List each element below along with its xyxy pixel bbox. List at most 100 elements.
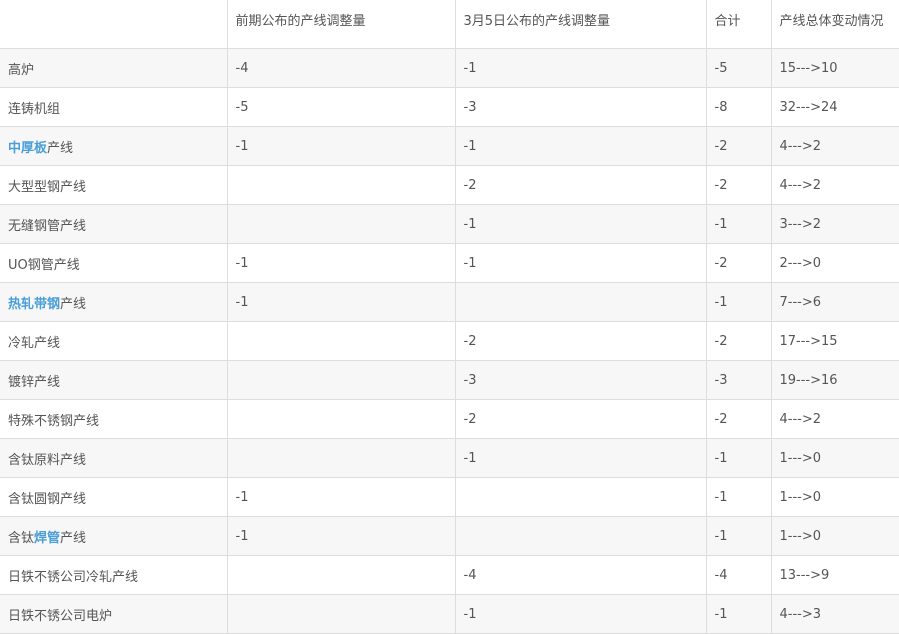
cell-earlier-adjustment: -1 xyxy=(226,126,456,166)
cell-total: -2 xyxy=(705,399,772,439)
cell-item: 热轧带钢产线 xyxy=(0,282,228,322)
cell-overall-change: 2--->0 xyxy=(770,243,899,283)
item-label: 日铁不锈公司冷轧产线 xyxy=(8,569,139,585)
cell-earlier-adjustment: -1 xyxy=(226,243,456,283)
cell-mar5-adjustment: -2 xyxy=(454,321,707,361)
cell-total: -2 xyxy=(705,165,772,205)
cell-overall-change: 4--->3 xyxy=(770,594,899,634)
cell-mar5-adjustment: -1 xyxy=(454,48,707,88)
cell-mar5-adjustment xyxy=(454,477,707,517)
cell-total: -5 xyxy=(705,48,772,88)
cell-total: -2 xyxy=(705,126,772,166)
item-label: 含钛原料产线 xyxy=(8,452,87,468)
item-link[interactable]: 中厚板 xyxy=(8,140,48,156)
cell-item: 镀锌产线 xyxy=(0,360,228,400)
cell-overall-change: 32--->24 xyxy=(770,87,899,127)
cell-total: -4 xyxy=(705,555,772,595)
table-row: 特殊不锈钢产线 -2 -2 4--->2 xyxy=(0,399,899,439)
cell-overall-change: 1--->0 xyxy=(770,438,899,478)
cell-item: 连铸机组 xyxy=(0,87,228,127)
cell-item: 含钛圆钢产线 xyxy=(0,477,228,517)
cell-total: -3 xyxy=(705,360,772,400)
cell-total: -1 xyxy=(705,516,772,556)
item-prefix: 含钛 xyxy=(8,530,35,546)
cell-total: -1 xyxy=(705,282,772,322)
cell-earlier-adjustment: -4 xyxy=(226,48,456,88)
cell-overall-change: 4--->2 xyxy=(770,399,899,439)
header-item xyxy=(0,0,228,49)
cell-earlier-adjustment xyxy=(226,555,456,595)
cell-earlier-adjustment xyxy=(226,321,456,361)
item-label: 产线 xyxy=(47,140,74,156)
cell-earlier-adjustment xyxy=(226,399,456,439)
item-label: 大型型钢产线 xyxy=(8,179,87,195)
cell-item: 高炉 xyxy=(0,48,228,88)
cell-mar5-adjustment: -2 xyxy=(454,165,707,205)
header-earlier-adjustment: 前期公布的产线调整量 xyxy=(226,0,456,49)
cell-item: 含钛原料产线 xyxy=(0,438,228,478)
cell-mar5-adjustment xyxy=(454,282,707,322)
cell-item: UO钢管产线 xyxy=(0,243,228,283)
cell-overall-change: 19--->16 xyxy=(770,360,899,400)
item-label: 含钛圆钢产线 xyxy=(8,491,87,507)
cell-earlier-adjustment xyxy=(226,594,456,634)
cell-mar5-adjustment: -1 xyxy=(454,126,707,166)
cell-item: 中厚板产线 xyxy=(0,126,228,166)
table-row: 连铸机组 -5 -3 -8 32--->24 xyxy=(0,87,899,127)
cell-earlier-adjustment xyxy=(226,165,456,205)
item-label: 产线 xyxy=(60,530,87,546)
cell-earlier-adjustment xyxy=(226,360,456,400)
cell-mar5-adjustment: -1 xyxy=(454,438,707,478)
table-row: 无缝钢管产线 -1 -1 3--->2 xyxy=(0,204,899,244)
cell-total: -1 xyxy=(705,204,772,244)
cell-item: 大型型钢产线 xyxy=(0,165,228,205)
cell-mar5-adjustment: -4 xyxy=(454,555,707,595)
cell-item: 日铁不锈公司电炉 xyxy=(0,594,228,634)
cell-item: 无缝钢管产线 xyxy=(0,204,228,244)
table-row: 日铁不锈公司电炉 -1 -1 4--->3 xyxy=(0,594,899,634)
cell-overall-change: 15--->10 xyxy=(770,48,899,88)
item-label: 无缝钢管产线 xyxy=(8,218,87,234)
item-label: 冷轧产线 xyxy=(8,335,61,351)
cell-item: 含钛焊管产线 xyxy=(0,516,228,556)
table-header-row: 前期公布的产线调整量 3月5日公布的产线调整量 合计 产线总体变动情况 xyxy=(0,0,899,49)
table-row: 中厚板产线 -1 -1 -2 4--->2 xyxy=(0,126,899,166)
cell-earlier-adjustment xyxy=(226,438,456,478)
item-label: 日铁不锈公司电炉 xyxy=(8,608,113,624)
cell-earlier-adjustment: -1 xyxy=(226,282,456,322)
cell-overall-change: 1--->0 xyxy=(770,516,899,556)
cell-total: -2 xyxy=(705,243,772,283)
cell-mar5-adjustment xyxy=(454,516,707,556)
item-link[interactable]: 热轧带钢 xyxy=(8,296,61,312)
table-row: 热轧带钢产线 -1 -1 7--->6 xyxy=(0,282,899,322)
table-row: 高炉 -4 -1 -5 15--->10 xyxy=(0,48,899,88)
header-total: 合计 xyxy=(705,0,772,49)
cell-total: -1 xyxy=(705,477,772,517)
cell-item: 特殊不锈钢产线 xyxy=(0,399,228,439)
table-row: 含钛原料产线 -1 -1 1--->0 xyxy=(0,438,899,478)
cell-overall-change: 1--->0 xyxy=(770,477,899,517)
cell-total: -8 xyxy=(705,87,772,127)
item-label: 产线 xyxy=(60,296,87,312)
table-row: 含钛圆钢产线 -1 -1 1--->0 xyxy=(0,477,899,517)
header-mar5-adjustment: 3月5日公布的产线调整量 xyxy=(454,0,707,49)
table-row: UO钢管产线 -1 -1 -2 2--->0 xyxy=(0,243,899,283)
cell-mar5-adjustment: -1 xyxy=(454,243,707,283)
item-label: 镀锌产线 xyxy=(8,374,61,390)
table-row: 冷轧产线 -2 -2 17--->15 xyxy=(0,321,899,361)
cell-overall-change: 4--->2 xyxy=(770,126,899,166)
cell-mar5-adjustment: -2 xyxy=(454,399,707,439)
item-link[interactable]: 焊管 xyxy=(34,530,61,546)
cell-mar5-adjustment: -3 xyxy=(454,87,707,127)
cell-mar5-adjustment: -3 xyxy=(454,360,707,400)
cell-overall-change: 17--->15 xyxy=(770,321,899,361)
item-label: 连铸机组 xyxy=(8,101,61,117)
table-row: 大型型钢产线 -2 -2 4--->2 xyxy=(0,165,899,205)
table-row: 镀锌产线 -3 -3 19--->16 xyxy=(0,360,899,400)
cell-item: 日铁不锈公司冷轧产线 xyxy=(0,555,228,595)
item-label: 特殊不锈钢产线 xyxy=(8,413,100,429)
cell-overall-change: 3--->2 xyxy=(770,204,899,244)
table-row: 含钛焊管产线 -1 -1 1--->0 xyxy=(0,516,899,556)
cell-total: -1 xyxy=(705,438,772,478)
